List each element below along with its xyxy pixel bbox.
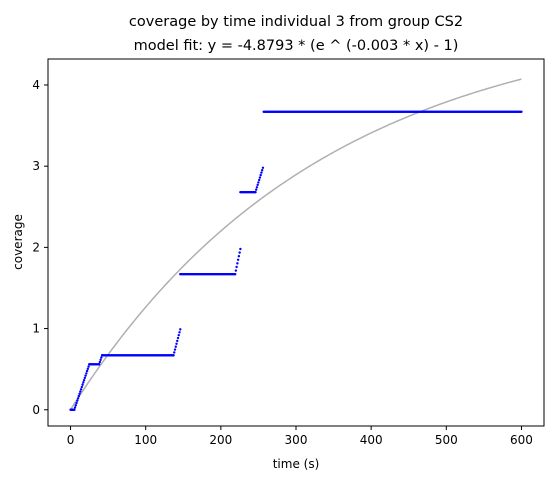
data-point (238, 251, 241, 254)
data-point (260, 169, 264, 172)
data-point (258, 176, 262, 179)
chart-subtitle: model fit: y = -4.8793 * (e ^ (-0.003 * … (134, 38, 459, 54)
data-point (179, 328, 182, 331)
data-point (174, 345, 177, 348)
y-axis: 0 1 2 3 4 (32, 78, 48, 417)
y-axis-label: coverage (11, 214, 25, 270)
x-tick-label: 0 (67, 433, 75, 447)
y-tick-label: 3 (32, 159, 40, 173)
x-axis-label: time (s) (273, 457, 320, 471)
data-point (178, 331, 181, 334)
data-point (256, 183, 259, 187)
data-point (237, 254, 241, 258)
data-point (173, 348, 177, 351)
data-point (257, 181, 260, 184)
x-tick-label: 500 (435, 433, 458, 447)
data-point (254, 188, 258, 191)
data-point (100, 356, 103, 359)
data-point (85, 372, 88, 375)
y-tick-label: 0 (32, 403, 40, 417)
fit-curve (69, 78, 522, 411)
data-point (520, 110, 523, 113)
plot-area (47, 58, 545, 427)
data-point (84, 374, 87, 377)
data-point (175, 342, 178, 346)
data-point (76, 399, 79, 402)
data-point (233, 272, 237, 276)
data-point (236, 258, 240, 261)
x-tick-label: 300 (285, 433, 308, 447)
data-point (257, 178, 261, 182)
data-point (82, 381, 85, 384)
data-point (78, 392, 81, 396)
x-tick-label: 400 (360, 433, 383, 447)
data-point (87, 365, 90, 368)
x-tick-label: 100 (134, 433, 157, 447)
data-point (98, 360, 102, 364)
data-point (73, 408, 76, 411)
data-point (81, 383, 84, 386)
data-point (259, 173, 262, 177)
data-point (80, 385, 84, 389)
x-tick-label: 600 (510, 433, 533, 447)
y-tick-label: 4 (32, 78, 40, 92)
data-point (260, 171, 263, 174)
data-point (79, 388, 83, 391)
data-point (85, 369, 89, 373)
data-point (261, 166, 265, 169)
data-point (177, 333, 180, 337)
data-point (239, 247, 242, 251)
data-point (172, 354, 175, 357)
data-point (234, 269, 238, 272)
data-point (83, 376, 87, 380)
data-point (77, 394, 81, 398)
data-point (79, 390, 82, 393)
data-point (99, 358, 102, 362)
data-point (73, 406, 77, 409)
data-point (235, 265, 238, 269)
y-tick-label: 2 (32, 240, 40, 254)
data-point (76, 397, 80, 400)
chart-title: coverage by time individual 3 from group… (129, 14, 463, 30)
data-point (254, 190, 257, 194)
fit-layer (69, 78, 522, 411)
data-point (82, 379, 86, 382)
data-point (176, 336, 180, 340)
x-axis: 0 100 200 300 400 500 600 (67, 426, 533, 447)
y-tick-label: 1 (32, 322, 40, 336)
axes-frame (47, 58, 545, 427)
data-point (75, 401, 78, 405)
x-tick-label: 200 (209, 433, 232, 447)
points-layer (69, 110, 523, 411)
data-point (176, 339, 179, 343)
data-point (97, 363, 101, 366)
data-point (86, 367, 90, 371)
data-point (255, 186, 259, 189)
data-point (236, 262, 239, 265)
data-point (74, 404, 78, 407)
data-point (173, 351, 176, 354)
